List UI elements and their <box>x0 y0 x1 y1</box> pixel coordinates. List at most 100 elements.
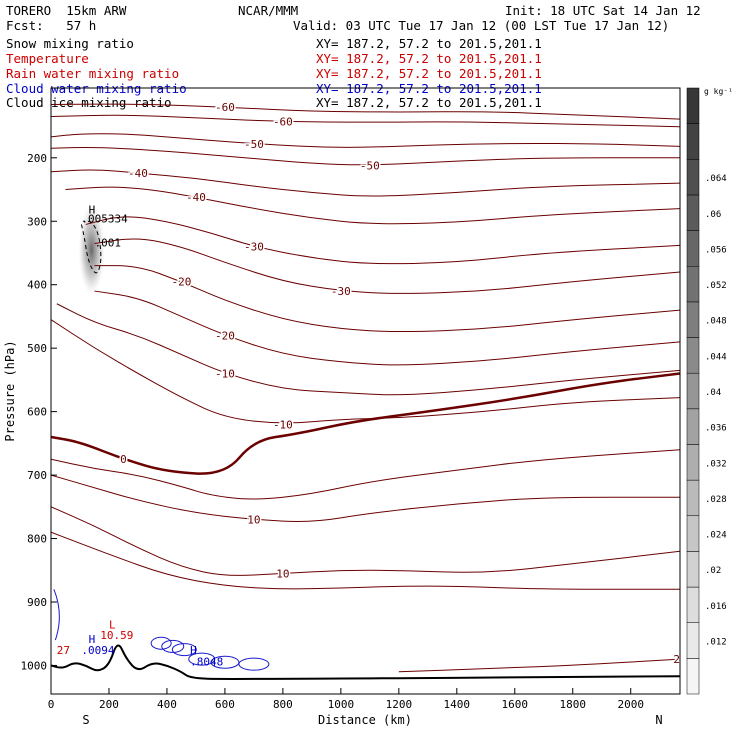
temperature-contour <box>51 169 680 197</box>
colorbar-tick-label: .028 <box>705 495 727 505</box>
colorbar-tick-label: .02 <box>705 566 721 576</box>
cloud-ice-contour <box>80 220 102 274</box>
colorbar-tick-label: .056 <box>705 245 727 255</box>
y-tick-label: 1000 <box>21 659 48 672</box>
temperature-contour <box>51 319 680 424</box>
contour-label: -20 <box>172 276 192 289</box>
contour-label: -40 <box>128 167 148 180</box>
x-tick-label: 1800 <box>560 698 587 711</box>
plot-frame <box>50 87 681 695</box>
y-tick-label: 400 <box>27 279 47 292</box>
y-tick-label: 700 <box>27 469 47 482</box>
cloud-water-contour <box>188 652 216 666</box>
cloud-water-contour <box>210 655 240 669</box>
temperature-contour <box>56 303 680 396</box>
colorbar-segment <box>686 444 700 481</box>
field-extremum-label: H <box>89 633 96 646</box>
field-xy-rain: XY= 187.2, 57.2 to 201.5,201.1 <box>316 66 542 81</box>
colorbar-segment <box>686 622 700 659</box>
x-tick-label: 1400 <box>444 698 471 711</box>
x-axis-label: Distance (km) <box>318 713 412 727</box>
cloud-water-contour <box>53 589 60 641</box>
temperature-contour <box>51 103 680 120</box>
field-xy-snow: XY= 187.2, 57.2 to 201.5,201.1 <box>316 36 542 51</box>
temperature-contour <box>51 474 680 522</box>
colorbar-segment <box>686 337 700 374</box>
field-xy-temperature: XY= 187.2, 57.2 to 201.5,201.1 <box>316 51 542 66</box>
temperature-contour <box>51 372 680 475</box>
field-extremum-label: .0094 <box>81 644 114 657</box>
colorbar-segment <box>686 230 700 267</box>
temperature-contour <box>51 449 680 500</box>
field-name-temperature: Temperature <box>6 51 89 66</box>
cloud-water-contour <box>171 643 197 657</box>
cloud-water-contour <box>161 639 185 653</box>
colorbar-segment <box>686 159 700 196</box>
colorbar-segment <box>686 372 700 410</box>
field-extremum-label: L <box>109 619 116 632</box>
cloud-ice-label: .001 <box>94 237 121 250</box>
y-tick-label: 200 <box>27 152 47 165</box>
colorbar-segment <box>686 123 700 160</box>
terrain-line <box>51 644 680 680</box>
temperature-contour <box>51 146 680 166</box>
y-tick-label: 900 <box>27 596 47 609</box>
y-tick-label: 600 <box>27 406 47 419</box>
colorbar-tick-label: .044 <box>705 352 727 362</box>
model-title: TORERO 15km ARW <box>6 3 127 18</box>
colorbar-segment <box>686 194 700 231</box>
cloud-water-contour <box>150 636 172 650</box>
org-label: NCAR/MMM <box>238 3 299 18</box>
colorbar-segment <box>686 515 700 552</box>
colorbar-tick-label: .06 <box>705 210 721 220</box>
temperature-contour <box>51 531 680 590</box>
contour-label: -50 <box>360 159 380 172</box>
colorbar-segment <box>686 586 700 623</box>
colorbar-segment <box>686 301 700 338</box>
colorbar-tick-label: .036 <box>705 424 727 434</box>
field-name-snow: Snow mixing ratio <box>6 36 134 51</box>
field-extremum-label: 10.59 <box>100 629 133 642</box>
colorbar-tick-label: .024 <box>705 531 727 541</box>
colorbar-tick-label: .052 <box>705 281 727 291</box>
temperature-contour <box>65 186 680 225</box>
y-tick-label: 800 <box>27 533 47 546</box>
contour-label: -40 <box>186 191 206 204</box>
colorbar-unit: g kg⁻¹ <box>704 87 733 96</box>
colorbar-tick-label: .064 <box>705 174 727 184</box>
x-tick-label: 200 <box>99 698 119 711</box>
temperature-contour <box>51 114 680 128</box>
forecast-hour: Fcst: 57 h <box>6 18 97 33</box>
contour-label: -30 <box>244 241 264 254</box>
contour-label: -60 <box>215 101 235 114</box>
colorbar-tick-label: .048 <box>705 317 727 327</box>
contour-label: 20 <box>673 653 686 666</box>
colorbar: .012 .016 .02 .024 .028 .032 .036 .04 .044 .048 .0… <box>686 87 727 695</box>
colorbar-tick-label: .012 <box>705 638 727 648</box>
field-extremum-label: H <box>190 644 197 657</box>
colorbar-segment <box>686 658 700 695</box>
field-extremum-label: .005334 <box>81 213 128 226</box>
contour-label: -10 <box>215 368 235 381</box>
temperature-contour <box>51 133 680 148</box>
snow-shading <box>78 204 105 295</box>
field-name-rain: Rain water mixing ratio <box>6 66 180 81</box>
field-extremum-label: 27 <box>57 644 70 657</box>
contour-label: -60 <box>273 116 293 129</box>
x-tick-label: 0 <box>48 698 55 711</box>
temperature-contour <box>94 265 680 333</box>
x-tick-label: 1200 <box>386 698 413 711</box>
field-xy-cloud-ice: XY= 187.2, 57.2 to 201.5,201.1 <box>316 95 542 110</box>
temperature-contour <box>85 216 680 265</box>
colorbar-segment <box>686 265 700 303</box>
temperature-contour <box>94 238 680 294</box>
colorbar-segment <box>686 87 700 124</box>
y-axis-label: Pressure (hPa) <box>3 340 17 441</box>
contour-label: 0 <box>120 453 127 466</box>
contour-label: 10 <box>276 567 289 580</box>
x-tick-label: 400 <box>157 698 177 711</box>
colorbar-tick-label: .04 <box>705 388 721 398</box>
contour-label: -10 <box>273 418 293 431</box>
contour-label: -30 <box>331 285 351 298</box>
